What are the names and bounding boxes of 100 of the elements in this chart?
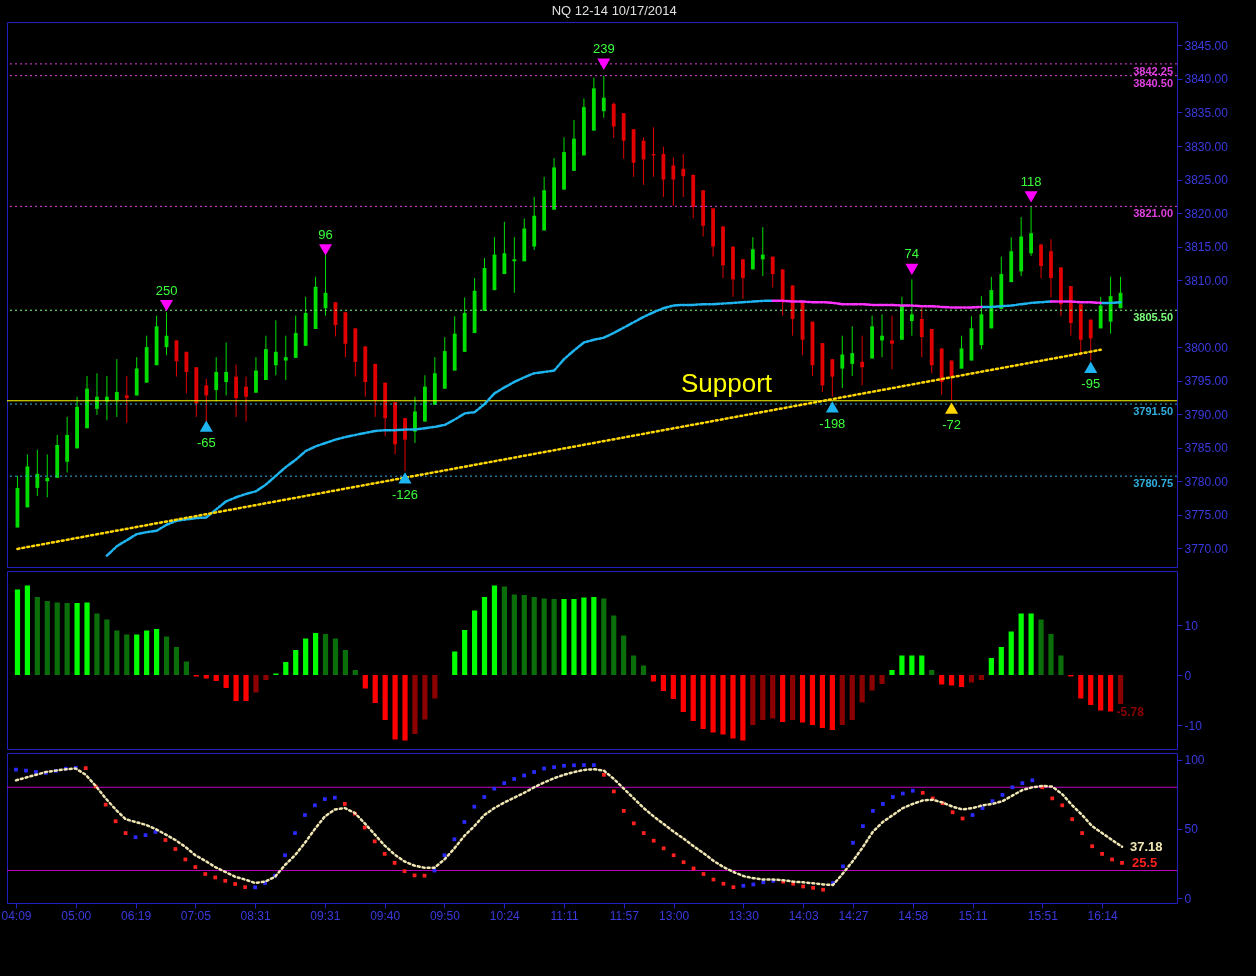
candlestick	[1088, 319, 1093, 362]
bar	[650, 675, 657, 682]
candlestick	[850, 325, 855, 377]
bar	[223, 675, 229, 688]
y-tick-label: 3785.00	[1184, 441, 1229, 456]
candlestick	[254, 356, 258, 394]
bar	[362, 675, 368, 689]
candlestick	[741, 258, 745, 300]
point	[1024, 191, 1038, 203]
point	[1084, 361, 1098, 373]
bar	[809, 675, 816, 725]
bar	[780, 675, 786, 722]
x-tick-label: 16:14	[1087, 908, 1118, 923]
ref-line-label: 3840.50	[1133, 76, 1173, 89]
bar	[720, 675, 726, 735]
bar	[710, 675, 716, 733]
point	[199, 420, 213, 432]
candlestick	[45, 453, 50, 498]
bar	[948, 675, 955, 686]
y-tick-label: 3840.00	[1184, 72, 1229, 87]
bar	[571, 599, 577, 675]
annotation: 250	[155, 282, 178, 298]
bar	[203, 675, 209, 679]
candlestick	[35, 449, 40, 497]
bar	[114, 630, 120, 675]
point	[597, 58, 611, 70]
y-tick-label: 3815.00	[1184, 240, 1229, 255]
bar	[104, 619, 110, 675]
bar	[163, 636, 170, 675]
x-tick-label: 14:03	[788, 908, 819, 923]
bar	[740, 675, 746, 741]
y-tick-label: 3830.00	[1184, 139, 1229, 154]
bar	[1028, 613, 1034, 675]
data-label: 37.18	[1130, 838, 1163, 854]
y-tick-label: 50	[1184, 822, 1199, 837]
bar	[958, 675, 965, 687]
bar	[1008, 631, 1014, 675]
annotation: -126	[392, 486, 419, 502]
x-tick-label: 09:40	[370, 908, 401, 923]
candlestick	[413, 396, 417, 444]
annotation: -65	[196, 435, 216, 451]
point	[160, 299, 174, 312]
y-tick-label: 0	[1184, 891, 1192, 906]
bar	[213, 675, 219, 681]
x-tick-label: 04:09	[1, 908, 32, 923]
bar	[144, 630, 150, 675]
bar	[312, 633, 319, 675]
x-tick-label: 15:51	[1027, 908, 1059, 923]
bar	[402, 675, 408, 741]
data-label: 25.5	[1132, 854, 1158, 870]
bar	[452, 651, 458, 675]
annotation: 96	[318, 226, 333, 242]
bar	[124, 634, 130, 675]
annotation: Support	[681, 368, 773, 399]
candlestick	[403, 417, 407, 472]
bar	[481, 597, 488, 675]
bar	[352, 670, 358, 675]
bar	[432, 675, 438, 699]
bar	[491, 585, 498, 675]
ref-line-label: 3821.00	[1133, 207, 1173, 220]
candlestick	[890, 315, 894, 370]
candlestick	[184, 351, 189, 394]
bar	[1018, 613, 1024, 675]
bar	[1117, 675, 1124, 704]
bar	[531, 597, 537, 675]
x-tick-label: 14:27	[838, 908, 869, 923]
bar	[670, 675, 676, 699]
candlestick	[611, 101, 616, 139]
bar	[412, 675, 418, 734]
bar	[591, 597, 597, 675]
bar	[153, 629, 160, 675]
bar	[94, 613, 100, 675]
y-tick-label: 3800.00	[1184, 340, 1229, 355]
x-tick-label: 09:31	[310, 908, 341, 923]
y-tick-label: 0	[1184, 668, 1192, 683]
bar	[869, 675, 875, 691]
chart-title: NQ 12-14 10/17/2014	[551, 2, 677, 18]
candlestick	[124, 375, 129, 424]
candlestick	[114, 358, 119, 418]
ref-line-label: 3780.75	[1133, 477, 1173, 490]
bar	[501, 586, 508, 675]
bar	[680, 675, 686, 712]
x-tick-label: 09:50	[429, 908, 461, 923]
candlestick	[601, 75, 606, 119]
bar	[44, 601, 50, 675]
point	[319, 244, 333, 256]
bar	[134, 634, 140, 675]
bar	[929, 670, 935, 675]
bar	[998, 647, 1004, 675]
bar	[342, 650, 349, 675]
bar	[253, 675, 259, 693]
candlestick	[1098, 296, 1103, 329]
y-tick-label: 3845.00	[1184, 38, 1229, 53]
bar	[521, 595, 527, 675]
annotation: 118	[1020, 173, 1042, 189]
y-tick-label: -10	[1184, 718, 1203, 733]
ref-line-label: 3805.50	[1133, 311, 1173, 324]
data-label: -5.78	[1116, 704, 1145, 719]
ref-line-label: 3842.25	[1133, 64, 1173, 77]
x-tick-label: 14:58	[898, 908, 929, 923]
